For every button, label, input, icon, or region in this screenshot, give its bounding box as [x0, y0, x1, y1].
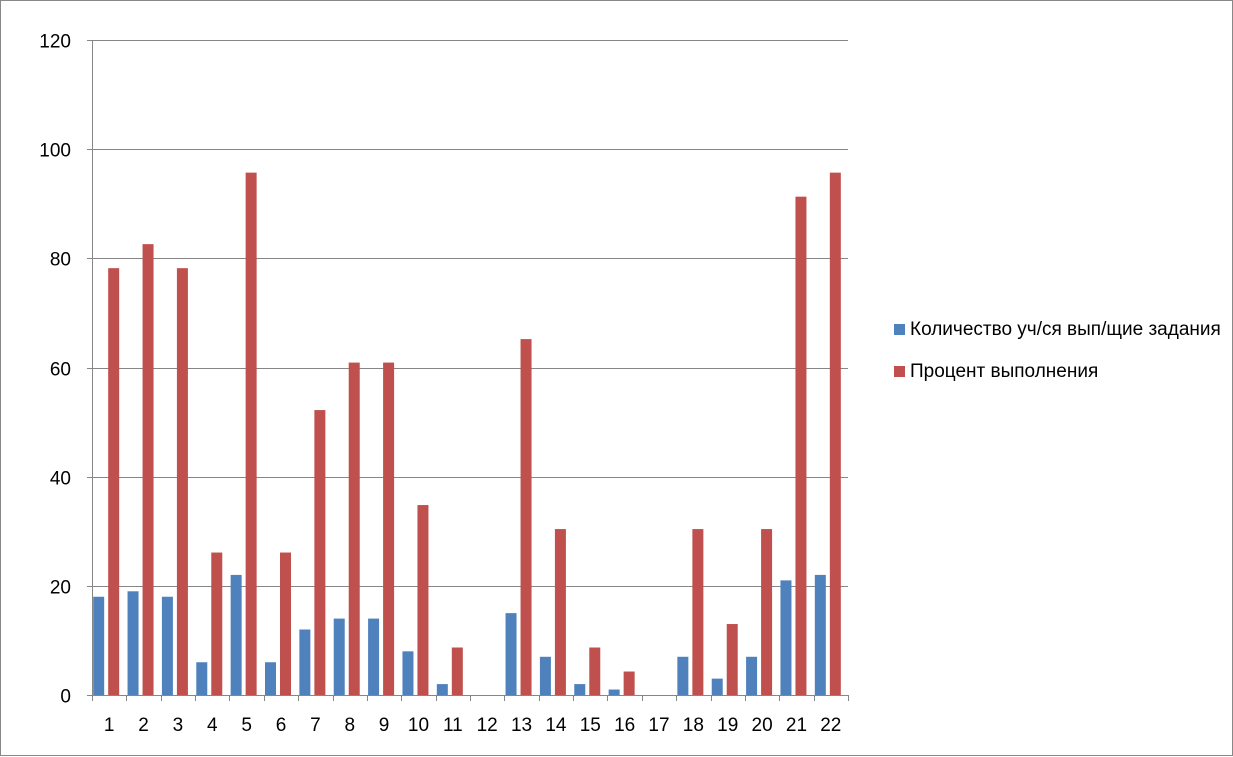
bar-count-14	[539, 656, 551, 695]
legend-swatch-percent	[894, 366, 905, 377]
legend-item-count: Количество уч/ся вып/щие задания	[894, 315, 1224, 345]
x-tick-label: 11	[443, 715, 463, 736]
axes	[87, 40, 849, 701]
bar-percent-6	[280, 552, 291, 695]
bar-percent-11	[451, 647, 463, 695]
bar-count-22	[814, 574, 826, 695]
bar-percent-13	[520, 339, 532, 695]
x-tick-label: 13	[511, 715, 532, 736]
bar-count-16	[608, 689, 620, 695]
legend-label-count: Количество уч/ся вып/щие задания	[910, 319, 1221, 340]
bar-count-11	[436, 684, 448, 695]
bar-count-19	[711, 678, 723, 695]
bar-percent-14	[554, 529, 566, 695]
x-tick-label: 19	[717, 715, 738, 736]
x-tick-label: 7	[310, 715, 321, 736]
bar-count-10	[402, 651, 414, 695]
bar-count-5	[230, 574, 242, 695]
bar-count-4	[196, 662, 208, 695]
bar-percent-22	[829, 172, 841, 695]
legend-item-percent: Процент выполнения	[894, 357, 1224, 387]
y-tick-label: 60	[50, 360, 71, 381]
y-tick-label: 80	[50, 250, 71, 271]
gridlines	[92, 40, 848, 587]
bar-count-21	[780, 580, 792, 695]
bar-count-9	[368, 618, 380, 695]
legend: Количество уч/ся вып/щие задания Процент…	[894, 315, 1224, 399]
x-tick-label: 21	[786, 715, 807, 736]
bar-percent-3	[176, 268, 188, 695]
x-tick-label: 4	[207, 715, 218, 736]
x-tick-label: 14	[545, 715, 567, 736]
bar-percent-19	[726, 624, 738, 695]
legend-swatch-count	[894, 324, 905, 335]
legend-label-percent: Процент выполнения	[910, 361, 1099, 382]
x-tick-label: 10	[408, 715, 429, 736]
bar-percent-4	[211, 552, 223, 695]
bar-count-20	[746, 656, 758, 695]
y-tick-label: 20	[50, 578, 71, 599]
x-tick-label: 20	[752, 715, 773, 736]
bar-count-15	[574, 684, 586, 695]
bar-percent-8	[348, 362, 360, 695]
x-tick-label: 22	[820, 715, 841, 736]
bar-percent-1	[108, 268, 120, 695]
x-tick-label: 8	[344, 715, 355, 736]
x-tick-label: 9	[379, 715, 390, 736]
bar-count-3	[161, 596, 173, 695]
x-tick-label: 3	[173, 715, 184, 736]
y-tick-label: 0	[60, 687, 71, 708]
x-tick-label: 5	[241, 715, 252, 736]
x-tick-label: 18	[683, 715, 704, 736]
y-tick-label: 40	[50, 469, 71, 490]
bar-count-6	[265, 662, 276, 695]
x-tick-label: 2	[138, 715, 149, 736]
bar-count-2	[127, 591, 139, 695]
y-tick-label: 100	[39, 141, 71, 162]
bar-percent-10	[417, 505, 429, 695]
y-tick-label: 120	[39, 32, 71, 53]
bar-percent-5	[245, 172, 257, 695]
x-tick-label: 17	[648, 715, 669, 736]
x-tick-label: 1	[104, 715, 115, 736]
bar-count-13	[505, 613, 517, 695]
x-tick-label: 6	[276, 715, 287, 736]
x-tick-label: 12	[477, 715, 498, 736]
bar-percent-15	[589, 647, 601, 695]
bar-count-8	[333, 618, 345, 695]
bar-count-7	[299, 629, 311, 695]
bar-percent-20	[761, 529, 773, 695]
x-tick-label: 15	[580, 715, 601, 736]
bar-percent-7	[314, 410, 326, 695]
bar-percent-18	[692, 529, 704, 695]
bar-percent-2	[142, 244, 154, 695]
bar-percent-21	[795, 196, 807, 695]
bar-percent-16	[623, 671, 635, 695]
bars	[93, 172, 841, 695]
bar-count-18	[677, 656, 689, 695]
bar-percent-9	[383, 362, 395, 695]
x-tick-label: 16	[614, 715, 635, 736]
bar-count-1	[93, 596, 105, 695]
